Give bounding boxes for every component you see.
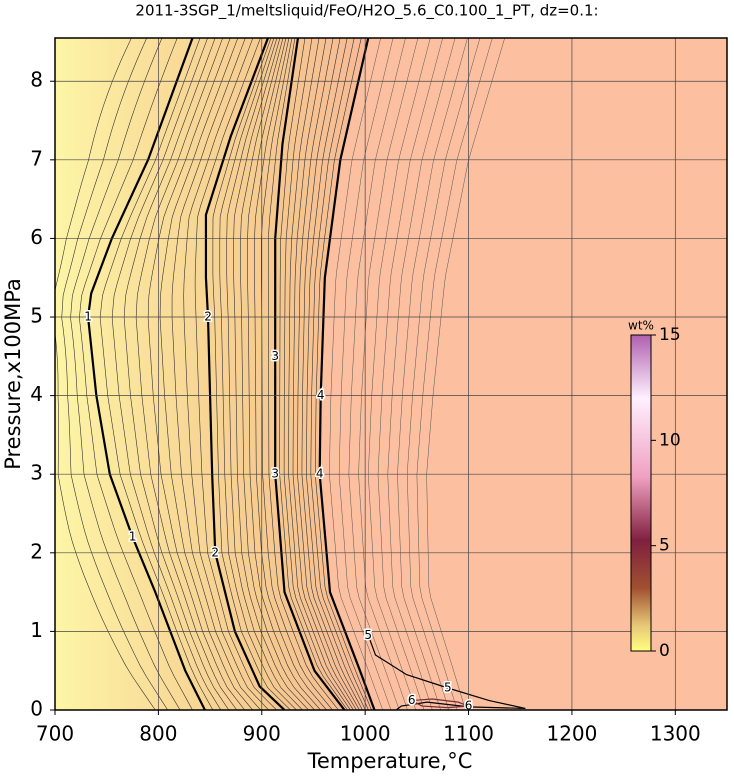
contour-label: 6 [465,699,473,713]
minor-contour [310,38,369,710]
minor-contour [240,38,315,710]
minor-contour [283,38,351,710]
minor-contour [247,38,321,710]
x-tick-label: 1300 [650,722,701,746]
contour-label: 3 [271,349,279,363]
y-tick-label: 8 [30,68,43,92]
minor-contour [358,38,419,710]
contour-label: 1 [129,530,137,544]
minor-contour [329,38,383,710]
minor-contour [292,38,357,710]
plot-area [55,38,526,710]
contour-label: 5 [444,680,452,694]
minor-contour [288,38,354,710]
y-tick-label: 2 [30,539,43,563]
minor-contour [79,38,193,710]
colorbar [630,334,652,652]
contour-label: 2 [211,545,219,559]
chart-title: 2011-3SGP_1/meltsliquid/FeO/H2O_5.6_C0.1… [135,2,598,21]
minor-contour [99,38,214,710]
contour-label: 2 [204,310,212,324]
colorbar-tick-label: 0 [659,641,670,661]
x-tick-label: 800 [139,722,177,746]
minor-contour [387,38,456,710]
minor-contour [159,38,253,710]
x-tick-label: 1100 [443,722,494,746]
y-tick-label: 3 [30,461,43,485]
y-tick-label: 5 [30,304,43,328]
minor-contour [171,38,261,710]
x-axis-label: Temperature,°C [307,749,473,773]
plot-frame [54,37,728,711]
minor-contour [219,38,297,710]
minor-contour [183,38,269,710]
minor-contour [267,38,339,710]
minor-contour [194,38,277,710]
minor-contour [279,38,348,710]
minor-contour [233,38,309,710]
minor-contour [111,38,222,710]
x-tick-label: 1200 [546,722,597,746]
minor-contour [147,38,245,710]
contour-label: 4 [317,388,325,402]
minor-contour [406,38,481,710]
minor-contour [297,38,360,710]
minor-contour [135,38,237,710]
minor-contour [348,38,406,710]
x-tick-label: 700 [36,722,74,746]
colorbar-label: wt% [628,319,654,333]
minor-contour [212,38,291,710]
contour-label: 3 [271,467,279,481]
contour-line [367,635,526,710]
colorbar-tick-label: 10 [659,430,681,450]
minor-contour [426,38,505,710]
minor-contour [338,38,394,710]
minor-contour [368,38,431,710]
contour-label: 6 [408,693,416,707]
y-axis-label: Pressure,x100MPa [1,278,25,470]
y-tick-label: 4 [30,382,43,406]
minor-contour [61,38,168,710]
minor-contour [377,38,443,710]
x-tick-label: 900 [243,722,281,746]
minor-contour [254,38,327,710]
colorbar-tick-label: 15 [659,325,681,345]
minor-contour [123,38,230,710]
minor-contour [397,38,468,710]
y-tick-label: 0 [30,697,43,721]
y-tick-label: 7 [30,146,43,170]
minor-contour [55,38,156,710]
x-tick-label: 1000 [340,722,391,746]
y-tick-label: 6 [30,225,43,249]
minor-contour [301,38,363,710]
contour-label: 4 [316,467,324,481]
contour-label: 5 [364,628,372,642]
colorbar-tick-label: 5 [659,536,670,556]
minor-contour [226,38,303,710]
minor-contour [70,38,181,710]
minor-contour [306,38,366,710]
y-tick-label: 1 [30,618,43,642]
minor-contour [314,38,372,710]
contour-label: 1 [84,310,92,324]
minor-contour [416,38,493,710]
contour-line [318,38,376,710]
